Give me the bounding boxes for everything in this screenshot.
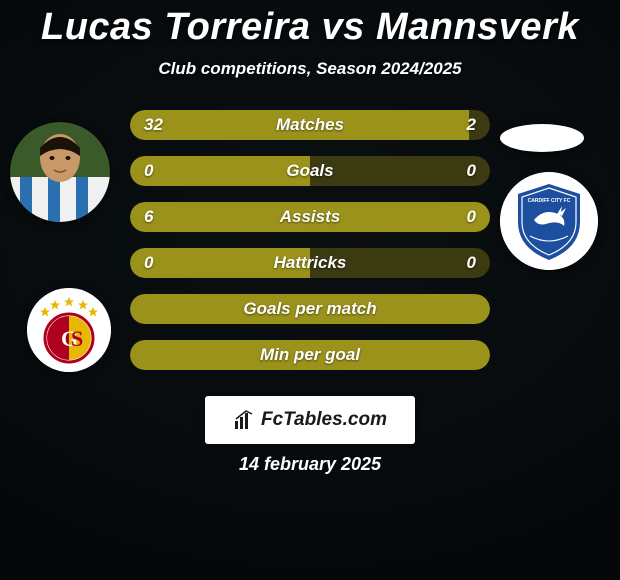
page-title: Lucas Torreira vs Mannsverk (0, 0, 620, 49)
stat-p2-value: 0 (467, 202, 476, 232)
fctables-label: FcTables.com (261, 409, 387, 431)
stat-row-min-per-goal: Min per goal (130, 340, 490, 370)
stat-label: Hattricks (130, 248, 490, 278)
svg-text:CARDIFF CITY FC: CARDIFF CITY FC (528, 198, 571, 204)
fctables-watermark: FcTables.com (205, 396, 415, 444)
cardiff-city-badge-icon: CARDIFF CITY FC (500, 172, 598, 270)
stat-label: Goals per match (130, 294, 490, 324)
player1-avatar-icon (10, 122, 110, 222)
galatasaray-badge-icon: G S (27, 288, 111, 372)
date-label: 14 february 2025 (0, 454, 620, 475)
player1-photo (10, 122, 110, 222)
stat-label: Goals (130, 156, 490, 186)
stat-row-goals: 0 Goals 0 (130, 156, 490, 186)
stat-p2-value: 0 (467, 156, 476, 186)
stat-row-goals-per-match: Goals per match (130, 294, 490, 324)
stat-label: Assists (130, 202, 490, 232)
fctables-icon (233, 409, 255, 431)
stat-label: Matches (130, 110, 490, 140)
stat-row-matches: 32 Matches 2 (130, 110, 490, 140)
svg-text:S: S (71, 326, 83, 351)
comparison-card: Lucas Torreira vs Mannsverk Club competi… (0, 0, 620, 580)
stat-row-hattricks: 0 Hattricks 0 (130, 248, 490, 278)
stat-label: Min per goal (130, 340, 490, 370)
player2-photo-placeholder (500, 124, 584, 152)
stat-row-assists: 6 Assists 0 (130, 202, 490, 232)
stat-p2-value: 2 (467, 110, 476, 140)
player2-club-badge: CARDIFF CITY FC (500, 172, 598, 270)
stat-bars: 32 Matches 2 0 Goals 0 6 Assists 0 (130, 110, 490, 386)
subtitle: Club competitions, Season 2024/2025 (0, 59, 620, 79)
player1-club-badge: G S (27, 288, 111, 372)
stat-p2-value: 0 (467, 248, 476, 278)
